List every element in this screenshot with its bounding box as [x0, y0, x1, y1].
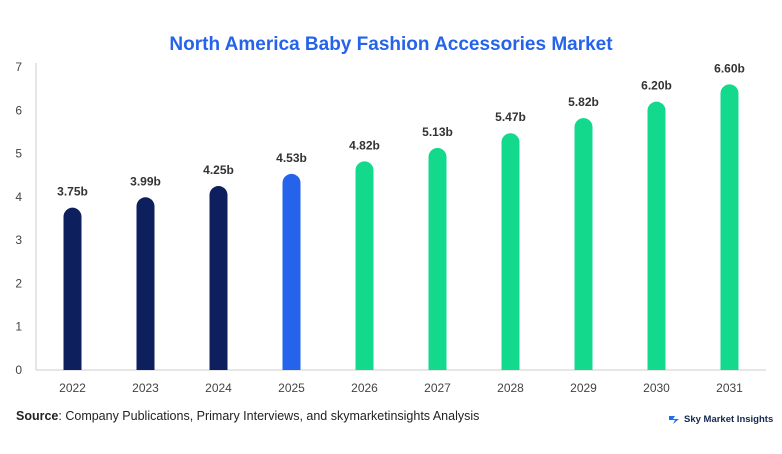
- y-tick-label: 7: [15, 60, 22, 74]
- data-label: 4.82b: [349, 138, 380, 152]
- y-tick-label: 5: [15, 147, 22, 161]
- y-tick-label: 6: [15, 103, 22, 117]
- bar: [136, 197, 155, 370]
- x-tick-label: 2029: [570, 381, 597, 395]
- y-tick-label: 2: [15, 276, 22, 290]
- bar: [355, 161, 374, 370]
- data-label: 4.53b: [276, 151, 307, 165]
- data-label: 5.47b: [495, 110, 526, 124]
- source-text: : Company Publications, Primary Intervie…: [58, 409, 480, 423]
- data-label: 6.20b: [641, 79, 672, 93]
- y-tick-label: 0: [15, 363, 22, 377]
- source-label: Source: [16, 409, 59, 423]
- data-label: 3.99b: [130, 174, 161, 188]
- x-tick-label: 2030: [643, 381, 670, 395]
- bar: [720, 84, 739, 371]
- x-tick-label: 2028: [497, 381, 524, 395]
- y-tick-label: 3: [15, 233, 22, 247]
- data-label: 3.75b: [57, 185, 88, 199]
- bar: [501, 133, 520, 370]
- bar: [282, 173, 301, 370]
- source-note: Source: Company Publications, Primary In…: [16, 409, 479, 423]
- x-tick-label: 2026: [351, 381, 378, 395]
- brand-logo-icon: [669, 416, 679, 424]
- data-label: 5.13b: [422, 125, 453, 139]
- bar: [209, 186, 228, 370]
- y-tick-label: 4: [15, 190, 22, 204]
- y-tick-label: 1: [15, 320, 22, 334]
- x-tick-label: 2025: [278, 381, 305, 395]
- data-label: 5.82b: [568, 95, 599, 109]
- x-tick-label: 2031: [716, 381, 743, 395]
- x-tick-label: 2023: [132, 381, 159, 395]
- brand-name: Sky Market Insights: [684, 413, 774, 425]
- bar: [574, 118, 593, 370]
- x-tick-label: 2024: [205, 381, 232, 395]
- chart-title: North America Baby Fashion Accessories M…: [169, 34, 613, 55]
- x-tick-label: 2022: [59, 381, 86, 395]
- data-label: 4.25b: [203, 163, 234, 177]
- data-label: 6.60b: [714, 61, 745, 75]
- brand-logo: Sky Market Insights: [668, 413, 773, 425]
- bar: [63, 207, 82, 370]
- bar: [428, 147, 447, 370]
- x-tick-label: 2027: [424, 381, 451, 395]
- bar: [647, 101, 666, 370]
